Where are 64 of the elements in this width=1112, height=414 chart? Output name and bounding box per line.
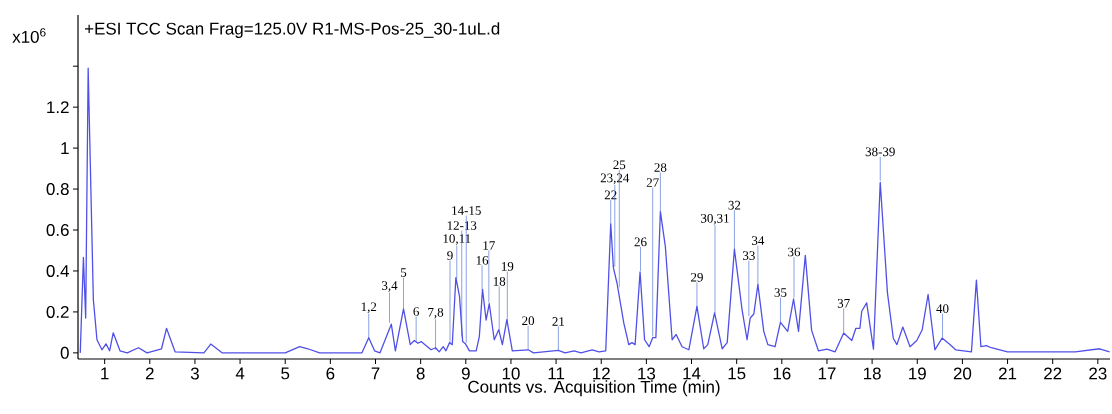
x-axis-title: Counts vs. Acquisition Time (min) [468, 380, 720, 397]
annotation: 34 [752, 236, 765, 245]
annotation: 19 [502, 262, 514, 271]
x-tick-label: 19 [909, 367, 926, 380]
annotation: 26 [634, 237, 647, 247]
x-tick-label: 23 [1089, 367, 1107, 380]
annotation: 38-39 [865, 147, 895, 157]
annotation: 37 [837, 298, 850, 308]
annotation: 18 [493, 277, 506, 286]
annotation: 3,4 [382, 281, 398, 292]
x-tick-label: 20 [953, 367, 972, 380]
annotation: 20 [522, 316, 535, 326]
y-tick-label: 1 [61, 142, 69, 154]
x-tick-label: 2 [145, 367, 154, 380]
annotation: 23,24 [600, 173, 630, 185]
x-tick-label: 13 [638, 367, 656, 380]
annotation: 29 [691, 272, 703, 282]
y-tick-label: 1.2 [47, 101, 69, 114]
x-tick-label: 5 [281, 367, 290, 380]
annotation: 28 [654, 163, 667, 172]
x-tick-label: 14 [683, 367, 701, 380]
x-tick-label: 16 [773, 367, 791, 380]
x-tick-label: 9 [461, 367, 470, 380]
y-tick-label: 0.6 [46, 224, 69, 236]
annotation: 22 [604, 190, 617, 200]
x-tick-label: 7 [371, 367, 380, 380]
annotation: 21 [552, 317, 565, 326]
x-tick-label: 11 [548, 367, 565, 380]
annotation: 36 [788, 247, 801, 257]
annotation: 35 [774, 288, 787, 297]
annotation: 32 [728, 200, 741, 210]
annotation: 5 [401, 268, 407, 277]
annotation: 7,8 [428, 307, 444, 319]
x-tick-label: 22 [1044, 367, 1062, 380]
x-tick-label: 12 [593, 367, 610, 380]
annotation: 16 [476, 255, 489, 265]
annotation: 30,31 [701, 213, 729, 225]
y-tick-label: 0.4 [46, 264, 69, 277]
annotation: 10,11 [443, 234, 471, 245]
annotation: 1,2 [361, 302, 377, 314]
x-tick-label: 15 [728, 367, 746, 380]
x-tick-label: 6 [326, 367, 335, 380]
chart-title: +ESI TCC Scan Frag=125.0V R1-MS-Pos-25_30-1uL.d [85, 22, 500, 38]
annotation: 9 [447, 251, 453, 260]
x-tick-label: 4 [235, 367, 245, 380]
x-tick-label: 8 [416, 367, 425, 380]
annotation: 25 [613, 160, 626, 170]
y-tick-label: 0 [60, 346, 69, 359]
x-tick-label: 1 [101, 367, 109, 380]
annotation: 14-15 [452, 206, 481, 215]
x-tick-label: 17 [818, 367, 836, 380]
y-tick-label: 0.2 [46, 305, 69, 318]
y-tick-label: 0.8 [46, 183, 69, 196]
annotation: 17 [483, 241, 495, 250]
x-tick-label: 10 [502, 367, 520, 380]
annotation: 27 [646, 178, 659, 187]
annotation: 6 [413, 307, 419, 316]
x-tick-label: 21 [998, 367, 1017, 380]
annotation: 33 [743, 251, 755, 260]
x-tick-label: 18 [863, 367, 881, 380]
annotation: 12-13 [447, 221, 477, 230]
y-axis-title: x10$^{6}$ [12, 28, 46, 43]
x-tick-label: 3 [190, 367, 199, 380]
annotation: 40 [936, 304, 949, 314]
